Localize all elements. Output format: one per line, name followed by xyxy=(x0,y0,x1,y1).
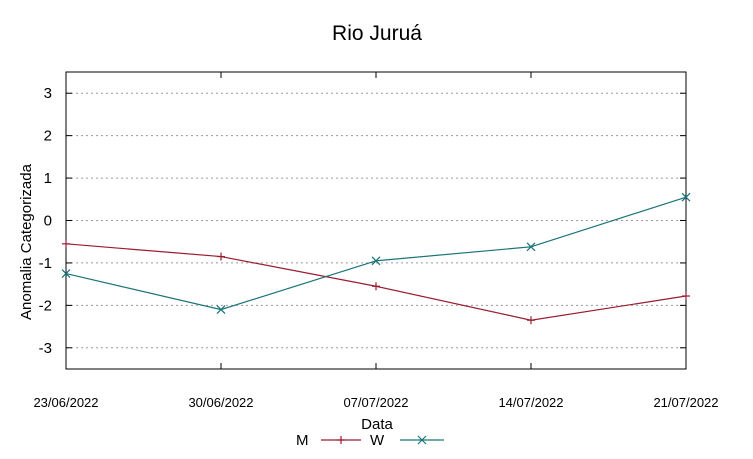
data-point-marker xyxy=(681,192,691,202)
chart-title: Rio Juruá xyxy=(332,22,422,45)
x-tick-label: 30/06/2022 xyxy=(188,395,253,410)
x-tick-label: 23/06/2022 xyxy=(33,395,98,410)
x-tick-label: 21/07/2022 xyxy=(653,395,718,410)
legend-item-m: M xyxy=(296,432,361,449)
data-point-marker xyxy=(417,435,427,445)
series-m xyxy=(62,239,690,325)
y-tick-label: 3 xyxy=(44,85,52,102)
x-tick-label: 07/07/2022 xyxy=(343,395,408,410)
y-tick-label: -1 xyxy=(39,255,52,272)
y-tick-label: -3 xyxy=(39,340,52,357)
y-axis-ticks: 3 2 1 0 -1 -2 -3 xyxy=(39,85,686,357)
y-tick-label: 2 xyxy=(44,128,52,145)
x-tick-label: 14/07/2022 xyxy=(498,395,563,410)
grid xyxy=(66,92,686,349)
legend-label: M xyxy=(296,432,309,449)
data-point-marker xyxy=(61,269,71,278)
y-tick-label: 1 xyxy=(44,170,52,187)
y-axis-label: Anomalia Categorizada xyxy=(18,163,35,320)
y-tick-label: -2 xyxy=(39,297,52,314)
legend-label: W xyxy=(370,432,385,449)
data-point-marker xyxy=(526,242,536,252)
series xyxy=(61,192,691,325)
legend-item-w: W xyxy=(370,432,444,449)
series-line xyxy=(65,196,687,311)
x-axis-label: Data xyxy=(361,416,393,433)
y-tick-label: 0 xyxy=(44,213,52,230)
x-axis-ticks: 23/06/2022 30/06/2022 07/07/2022 14/07/2022… xyxy=(33,72,719,410)
series-w xyxy=(61,192,691,315)
series-line xyxy=(65,243,687,321)
data-point-marker xyxy=(371,256,381,266)
data-point-marker xyxy=(216,305,226,315)
